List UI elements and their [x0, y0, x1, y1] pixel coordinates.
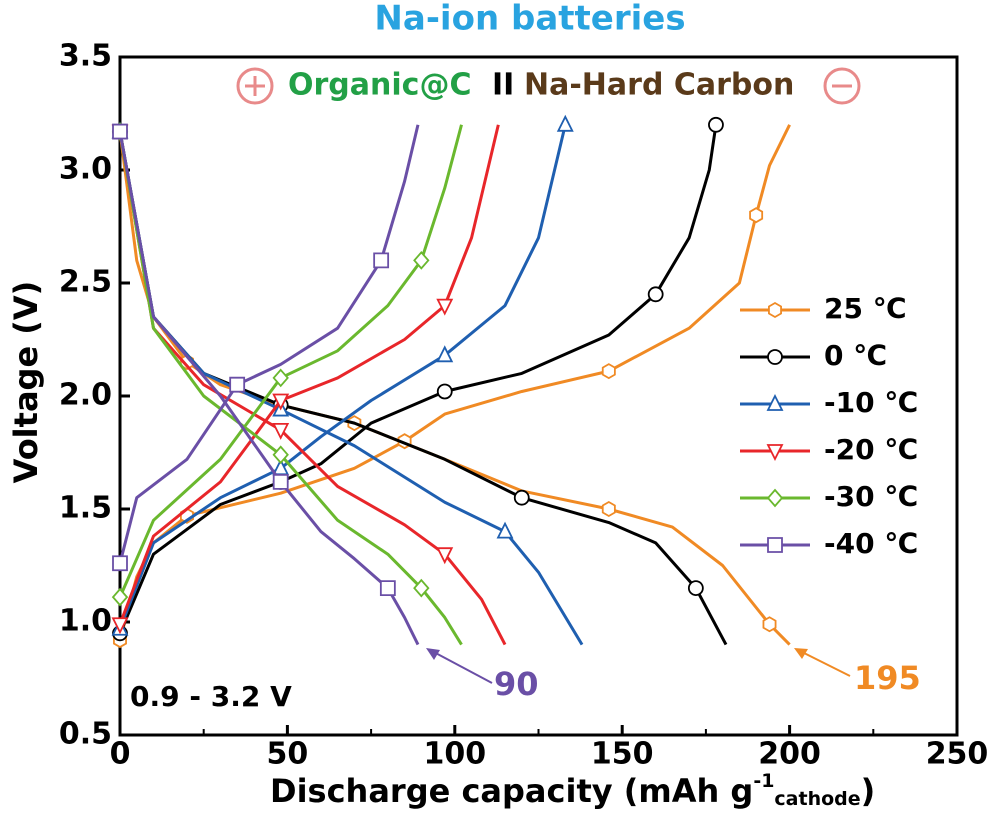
marker — [766, 488, 784, 508]
minus-icon — [823, 67, 861, 105]
y-axis-label: Voltage (V) — [7, 281, 45, 484]
marker — [762, 616, 777, 633]
legend-label: 25 ℃ — [824, 292, 907, 325]
arrow-head — [794, 648, 808, 659]
marker — [379, 580, 396, 596]
marker — [556, 114, 574, 132]
x-label-main: Discharge capacity (mAh g — [270, 772, 753, 810]
marker — [708, 116, 724, 133]
chart-title: Na-ion batteries — [374, 0, 685, 39]
y-tick-label: 0.5 — [59, 717, 112, 752]
marker — [687, 580, 704, 596]
marker — [373, 252, 390, 269]
y-tick-label: 1.5 — [59, 491, 112, 526]
capacity-annotation: 90 — [494, 665, 539, 703]
arrow — [797, 649, 851, 677]
range-annotation: 0.9 - 3.2 V — [130, 680, 292, 713]
marker — [112, 555, 128, 572]
marker — [766, 393, 784, 411]
marker — [436, 383, 453, 400]
marker — [436, 547, 454, 565]
marker — [229, 376, 246, 393]
legend-label: 0 ℃ — [824, 339, 887, 372]
x-tick-label: 200 — [758, 737, 821, 772]
y-tick-label: 2.5 — [59, 265, 112, 300]
marker — [413, 251, 430, 270]
marker — [272, 422, 290, 440]
marker — [766, 444, 784, 462]
marker — [436, 298, 454, 316]
legend-label: -40 ℃ — [824, 527, 918, 560]
arrow-head — [426, 648, 440, 660]
x-label-sub: cathode — [774, 788, 860, 810]
subtitle-separator: II — [492, 68, 514, 103]
legend-label: -30 ℃ — [824, 480, 918, 513]
x-axis-label: Discharge capacity (mAh g-1cathode) — [270, 770, 875, 811]
marker — [749, 207, 764, 224]
x-tick-label: 150 — [591, 737, 654, 772]
x-tick-label: 0 — [110, 737, 131, 772]
marker — [513, 489, 530, 506]
arrow — [429, 649, 493, 684]
marker — [272, 368, 289, 388]
series-line — [118, 124, 507, 646]
marker — [272, 445, 289, 465]
capacity-annotation: 195 — [854, 659, 921, 697]
marker — [496, 521, 514, 539]
marker — [768, 301, 782, 319]
series-line — [118, 124, 420, 646]
subtitle-anode: Na-Hard Carbon — [524, 68, 794, 103]
marker — [767, 349, 783, 365]
marker — [112, 123, 128, 140]
marker — [647, 286, 664, 303]
x-tick-label: 50 — [267, 737, 309, 772]
marker — [767, 537, 783, 553]
x-tick-label: 100 — [423, 737, 486, 772]
plus-icon — [236, 67, 274, 105]
legend-label: -20 ℃ — [824, 433, 918, 466]
x-label-sup: -1 — [753, 770, 774, 792]
marker — [413, 578, 430, 598]
marker — [601, 500, 616, 518]
x-label-end: ) — [861, 772, 876, 810]
y-tick-label: 2.0 — [59, 378, 112, 413]
marker — [272, 473, 289, 490]
marker — [111, 587, 129, 607]
marker — [111, 617, 129, 635]
marker — [436, 345, 454, 363]
y-tick-label: 1.0 — [59, 604, 112, 639]
legend-label: -10 ℃ — [824, 386, 918, 419]
x-tick-label: 250 — [926, 737, 989, 772]
y-tick-label: 3.5 — [59, 39, 112, 74]
marker — [272, 393, 290, 411]
subtitle-cathode: Organic@C — [288, 68, 471, 103]
marker — [601, 363, 616, 380]
y-tick-label: 3.0 — [59, 152, 112, 187]
series-line — [118, 124, 463, 646]
